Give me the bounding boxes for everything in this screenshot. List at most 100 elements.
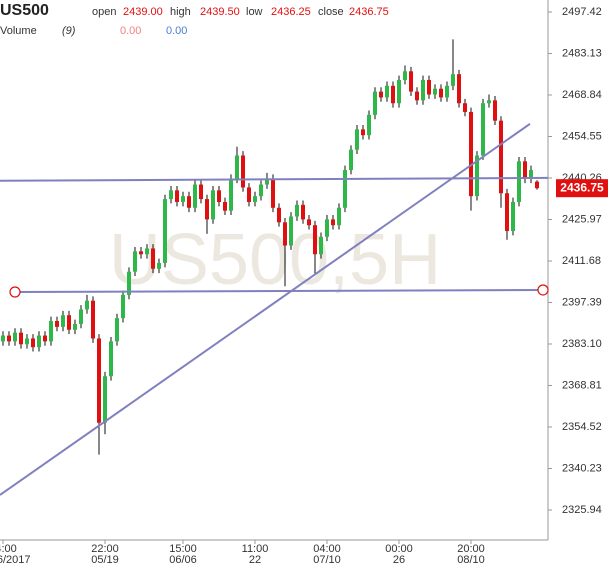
x-date-label: 26 [393, 554, 405, 566]
candle-body [157, 262, 161, 269]
candle-body [115, 318, 119, 342]
candle-body [493, 100, 497, 121]
candle-body [169, 190, 173, 200]
candle-body [337, 207, 341, 226]
candle-body [7, 335, 11, 342]
candle-body [385, 85, 389, 98]
y-tick-label: 2497.42 [562, 6, 602, 18]
volume-label: Volume [0, 25, 37, 37]
candle-body [529, 170, 533, 179]
candle-body [277, 207, 281, 223]
x-tick-label: 11:00 [242, 543, 269, 555]
low-label: low [246, 6, 263, 18]
candle-body [163, 199, 167, 263]
candle-body [511, 201, 515, 232]
candle-body [97, 338, 101, 423]
x-tick-label: 20:00 [457, 543, 485, 555]
candle-body [361, 129, 365, 136]
candle-body [127, 271, 131, 295]
high-value: 2439.50 [200, 6, 240, 18]
candle-body [223, 201, 227, 211]
candle-body [283, 222, 287, 246]
symbol: US500 [0, 2, 49, 19]
candle-body [517, 161, 521, 202]
open-value: 2439.00 [123, 6, 163, 18]
trend-line [14, 288, 544, 293]
close-value: 2436.75 [349, 6, 389, 18]
candle-body [289, 216, 293, 246]
candle-body [331, 219, 335, 226]
candle-body [421, 80, 425, 101]
candle-body [469, 111, 473, 197]
candle-body [319, 236, 323, 255]
candle-body [379, 91, 383, 98]
candle-body [403, 71, 407, 81]
candle-body [43, 335, 47, 342]
y-tick-label: 2411.68 [562, 255, 601, 267]
price-tag-label: 2436.75 [560, 180, 604, 194]
candle-body [499, 120, 503, 194]
candle-body [397, 80, 401, 104]
candle-body [49, 321, 53, 342]
candle-body [79, 309, 83, 324]
y-tick-label: 2483.13 [562, 47, 602, 59]
candle-body [205, 199, 209, 220]
volume-value: 0.00 [166, 25, 187, 37]
candle-body [295, 204, 299, 217]
candle-body [229, 178, 233, 211]
candle-body [343, 170, 347, 208]
candle-body [151, 248, 155, 269]
volume-period: (9) [62, 25, 76, 37]
candle-body [253, 196, 257, 202]
candle-body [109, 341, 113, 377]
candle-body [367, 114, 371, 136]
candle-body [13, 332, 17, 342]
candle-body [247, 187, 251, 202]
x-tick-label: 00:00 [385, 543, 413, 555]
candle-body [1, 335, 5, 342]
y-tick-label: 2354.52 [562, 421, 602, 433]
y-tick-label: 2368.81 [562, 379, 602, 391]
candle-body [133, 251, 137, 272]
y-tick-label: 2468.84 [562, 89, 602, 101]
trend-line [0, 123, 531, 496]
candle-body [67, 315, 71, 330]
line-handle [537, 284, 549, 296]
candle-body [409, 71, 413, 92]
candle-body [139, 251, 143, 255]
x-date-label: 07/10 [313, 554, 341, 566]
y-tick-label: 2383.10 [562, 338, 602, 350]
candle-body [55, 321, 59, 327]
x-tick-label: 22:00 [91, 543, 119, 555]
candle-body [481, 103, 485, 156]
candle-body [505, 193, 509, 232]
price-tag [556, 179, 608, 198]
candle-body [187, 196, 191, 208]
candle-body [175, 190, 179, 202]
y-tick-label: 2454.55 [562, 130, 602, 142]
candle-body [433, 88, 437, 95]
candle-body [145, 248, 149, 255]
candle-body [211, 190, 215, 220]
trend-line [0, 176, 549, 182]
candle-body [457, 74, 461, 104]
candle-body [103, 376, 107, 423]
y-tick-label: 2340.23 [562, 462, 602, 474]
volume-value: 0.00 [120, 25, 141, 37]
candle-body [391, 85, 395, 104]
candle-body [19, 332, 23, 345]
candle-body [313, 225, 317, 255]
open-label: open [92, 6, 116, 18]
candle-body [241, 155, 245, 188]
candle-body [181, 196, 185, 202]
candle-body [451, 74, 455, 86]
x-date-label: 05/19 [91, 554, 119, 566]
plot [0, 39, 549, 496]
candle-body [199, 184, 203, 200]
x-tick-label: 15:00 [169, 543, 197, 555]
candle-body [355, 129, 359, 150]
candle-body [523, 161, 527, 179]
